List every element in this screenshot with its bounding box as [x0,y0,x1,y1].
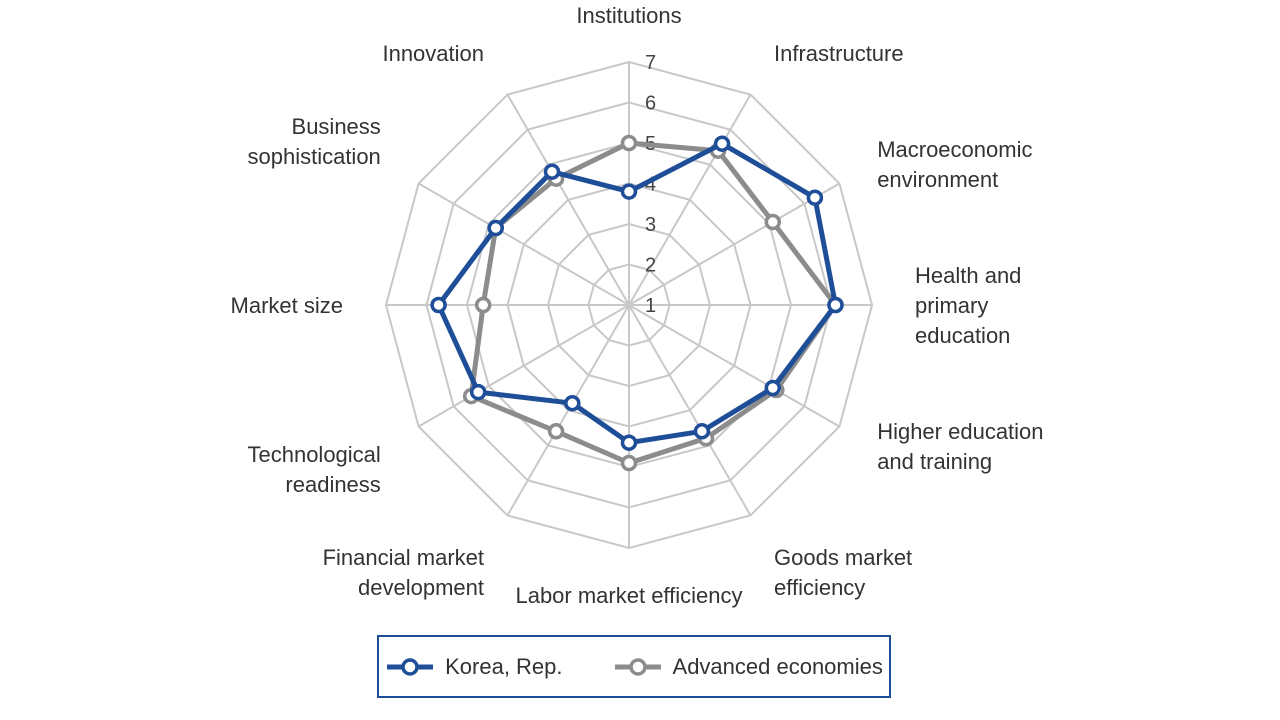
grid-spoke [418,182,630,306]
data-point [487,219,504,237]
data-point [547,423,565,440]
category-labels: Institutions Infrastructure Macroeconomic e… [231,3,1044,608]
category-label: Financial market development [323,545,484,600]
category-label: Labor market efficiency [515,583,742,608]
data-point [543,163,561,180]
data-point [764,213,782,231]
data-point [827,296,844,314]
series-korea [430,135,844,451]
category-label: Innovation [382,41,484,66]
data-point [564,394,581,412]
category-label: Business sophistication [247,114,380,169]
legend-swatch-advanced [614,657,661,676]
grid-spoke [628,304,752,516]
data-point [469,383,487,401]
grid-spoke [418,304,630,428]
category-label: Macroeconomic environment [877,137,1032,192]
legend-label-advanced: Advanced economies [672,653,883,679]
category-label: Infrastructure [774,41,904,66]
tick-label: 3 [645,214,656,236]
data-point [474,296,492,314]
grid-spoke [628,182,840,306]
legend: Korea, Rep. Advanced economies [377,635,891,698]
legend-item-korea: Korea, Rep. [385,653,563,680]
data-point [764,379,782,397]
category-label: Higher education and training [877,419,1043,474]
tick-label: 2 [645,255,656,277]
data-point [620,134,638,152]
legend-swatch-korea [387,657,434,676]
legend-label-korea: Korea, Rep. [445,653,563,679]
data-point [806,189,824,206]
grid-spoke [628,304,840,428]
category-label: Technological readiness [247,442,380,497]
tick-label: 4 [645,174,656,196]
tick-label: 7 [645,52,656,74]
data-point [620,183,638,200]
data-point [693,423,711,440]
category-label: Goods market efficiency [774,545,912,600]
category-label: Institutions [576,3,681,28]
legend-item-advanced: Advanced economies [613,654,883,680]
category-label: Health and primary education [915,263,1021,348]
tick-label: 1 [645,295,656,317]
data-point [620,434,638,451]
series-layer [430,134,844,472]
grid-spoke [506,94,630,306]
grid-spoke [628,94,752,306]
data-point [620,454,638,472]
data-point [430,296,447,314]
tick-label: 6 [645,93,656,115]
data-point [713,135,731,152]
category-label: Market size [231,293,343,318]
